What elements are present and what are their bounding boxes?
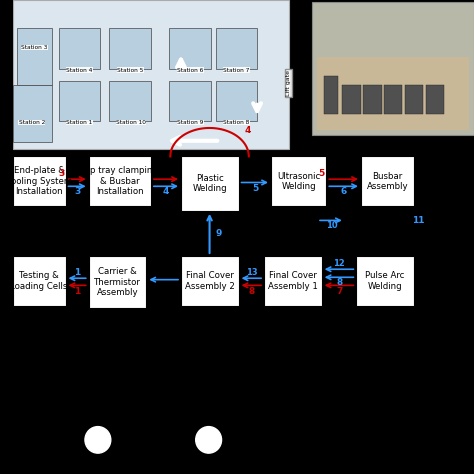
FancyBboxPatch shape [384,85,402,114]
FancyBboxPatch shape [405,85,423,114]
Text: Lift gate: Lift gate [286,70,291,96]
FancyBboxPatch shape [12,156,65,206]
Text: 13: 13 [246,268,257,276]
FancyBboxPatch shape [109,81,151,121]
FancyBboxPatch shape [17,28,52,85]
FancyBboxPatch shape [181,256,238,306]
FancyBboxPatch shape [89,156,151,206]
Text: Ultrasonic
Welding: Ultrasonic Welding [277,172,320,191]
Text: 7: 7 [336,287,342,295]
FancyBboxPatch shape [109,28,151,69]
Text: 1: 1 [74,287,80,296]
FancyBboxPatch shape [271,156,326,206]
Text: Station 2: Station 2 [18,120,45,125]
Text: Pulse Arc
Welding: Pulse Arc Welding [365,271,405,291]
Text: 1: 1 [74,268,80,277]
Text: Station 8: Station 8 [223,120,249,125]
Text: Station 1: Station 1 [66,120,92,125]
Text: Station 7: Station 7 [223,68,249,73]
FancyBboxPatch shape [317,57,469,130]
Text: 11: 11 [412,216,425,225]
FancyBboxPatch shape [216,28,257,69]
Text: Final Cover
Assembly 2: Final Cover Assembly 2 [185,271,235,291]
Text: Station 6: Station 6 [177,68,203,73]
FancyBboxPatch shape [12,85,52,142]
FancyBboxPatch shape [361,156,414,206]
Text: Station 9: Station 9 [177,120,203,125]
Text: Carrier &
Thermistor
Assembly: Carrier & Thermistor Assembly [94,267,141,297]
FancyBboxPatch shape [343,85,361,114]
FancyBboxPatch shape [89,256,146,308]
Text: 9: 9 [216,229,222,237]
Text: 8: 8 [248,287,255,295]
Circle shape [196,427,221,453]
Text: 4: 4 [245,127,251,135]
Text: Station 5: Station 5 [117,68,143,73]
FancyBboxPatch shape [169,81,211,121]
Text: 12: 12 [333,259,345,268]
Text: 3: 3 [74,187,80,196]
FancyBboxPatch shape [169,28,211,69]
FancyBboxPatch shape [59,81,100,121]
FancyBboxPatch shape [216,81,257,121]
Text: Top tray clamping
& Busbar
Installation: Top tray clamping & Busbar Installation [82,166,158,196]
Text: Station 3: Station 3 [21,45,47,50]
FancyBboxPatch shape [324,76,338,114]
FancyBboxPatch shape [59,28,100,69]
Text: 10: 10 [326,221,337,230]
Text: Plastic
Welding: Plastic Welding [192,174,227,193]
FancyBboxPatch shape [363,85,382,114]
Text: Testing &
Loading Cells: Testing & Loading Cells [10,271,68,291]
Text: Busbar
Assembly: Busbar Assembly [367,172,408,191]
Text: Station 10: Station 10 [116,120,146,125]
FancyBboxPatch shape [426,85,444,114]
Text: Station 4: Station 4 [66,68,92,73]
Text: 8: 8 [336,278,342,287]
Text: End-plate &
Cooling System
Installation: End-plate & Cooling System Installation [5,166,73,196]
FancyBboxPatch shape [181,156,238,211]
Text: 4: 4 [163,187,169,196]
Text: 5: 5 [252,184,258,192]
FancyBboxPatch shape [12,0,290,149]
Text: 5: 5 [319,169,325,177]
Text: 3: 3 [59,170,65,178]
FancyBboxPatch shape [356,256,414,306]
FancyBboxPatch shape [12,256,65,306]
Text: Final Cover
Assembly 1: Final Cover Assembly 1 [268,271,318,291]
FancyBboxPatch shape [312,2,474,135]
Circle shape [85,427,111,453]
Text: 6: 6 [341,187,347,196]
FancyBboxPatch shape [264,256,322,306]
